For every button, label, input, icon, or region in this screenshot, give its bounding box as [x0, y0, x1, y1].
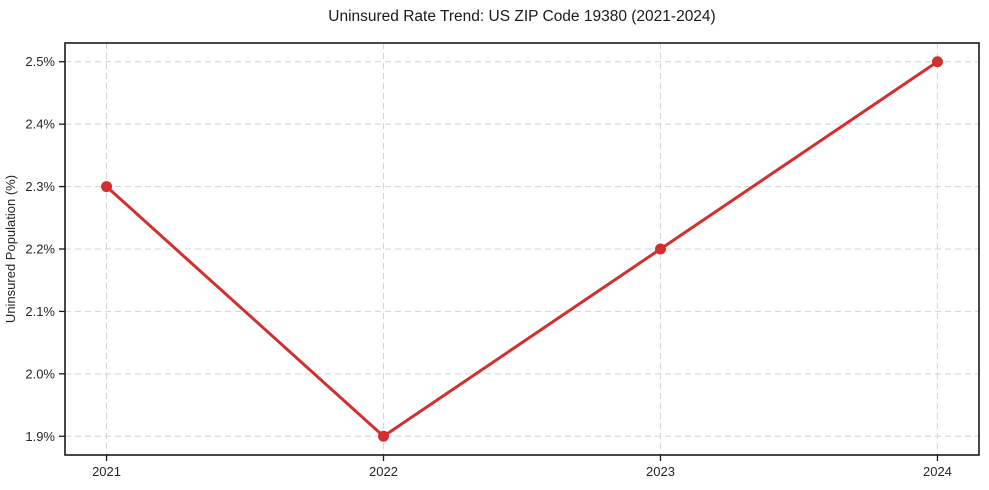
y-tick-label: 2.5%: [25, 54, 55, 69]
axis-ticks: [59, 61, 939, 461]
x-tick-label: 2021: [92, 464, 121, 479]
y-tick-label: 2.2%: [25, 242, 55, 257]
y-axis-label: Uninsured Population (%): [3, 175, 18, 323]
axis-tick-labels: 1.9% 2.0% 2.1% 2.2% 2.3% 2.4% 2.5% 2021 2022 2023…: [25, 54, 952, 479]
data-point: [654, 243, 666, 255]
gridlines: [65, 43, 979, 455]
y-tick-label: 2.4%: [25, 117, 55, 132]
chart-title: Uninsured Rate Trend: US ZIP Code 19380 …: [328, 8, 715, 25]
data-point: [931, 56, 943, 68]
data-point: [101, 181, 113, 193]
x-tick-label: 2024: [923, 464, 952, 479]
x-tick-label: 2023: [646, 464, 675, 479]
data-point: [378, 430, 390, 442]
y-tick-label: 2.0%: [25, 366, 55, 381]
y-tick-label: 2.1%: [25, 304, 55, 319]
y-tick-label: 2.3%: [25, 179, 55, 194]
data-series: [101, 56, 943, 442]
y-tick-label: 1.9%: [25, 429, 55, 444]
x-tick-label: 2022: [369, 464, 398, 479]
trend-line: [105, 60, 939, 438]
plot-background: [65, 43, 979, 455]
